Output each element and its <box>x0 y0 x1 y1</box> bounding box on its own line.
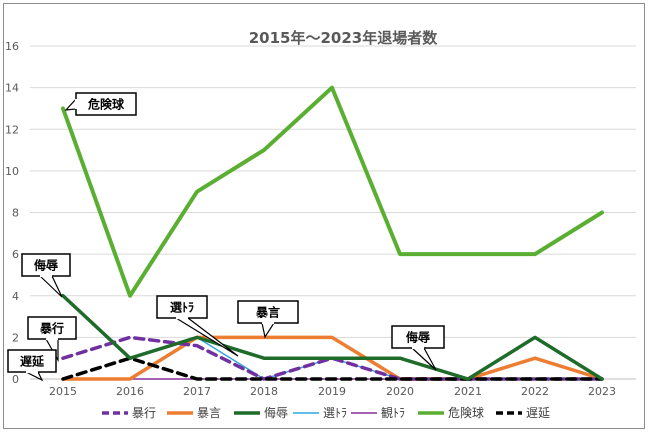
y-tick-label: 16 <box>5 40 19 53</box>
series-line-遅延 <box>61 356 604 381</box>
callout-pointer <box>64 97 77 111</box>
x-tick-label: 2019 <box>318 385 346 398</box>
callout-label: 侮辱 <box>406 330 430 345</box>
callout-label: 暴行 <box>39 321 64 336</box>
callout-label: 危険球 <box>87 97 125 112</box>
legend-label-観ﾄﾗ: 観ﾄﾗ <box>381 406 405 420</box>
legend-label-侮辱: 侮辱 <box>264 406 288 420</box>
legend-label-選ﾄﾗ: 選ﾄﾗ <box>323 406 347 420</box>
legend-label-暴行: 暴行 <box>132 406 156 420</box>
x-tick-label: 2018 <box>250 385 278 398</box>
x-tick-label: 2015 <box>49 385 77 398</box>
callout-label: 遅延 <box>20 354 45 369</box>
x-tick-label: 2020 <box>386 385 414 398</box>
y-tick-label: 12 <box>5 123 19 136</box>
x-tick-label: 2017 <box>183 385 211 398</box>
series-line-侮辱 <box>61 294 604 381</box>
y-tick-label: 14 <box>5 82 19 95</box>
x-tick-label: 2016 <box>116 385 144 398</box>
y-tick-label: 0 <box>12 373 19 386</box>
x-tick-label: 2023 <box>588 385 616 398</box>
y-tick-label: 2 <box>12 331 19 344</box>
legend-label-危険球: 危険球 <box>448 406 484 420</box>
x-tick-label: 2021 <box>454 385 482 398</box>
legend-label-暴言: 暴言 <box>197 406 221 420</box>
chart-title: 2015年～2023年退場者数 <box>249 29 438 47</box>
callout-pointer <box>38 275 63 298</box>
callout-label: 暴言 <box>255 305 280 320</box>
legend-label-遅延: 遅延 <box>526 406 550 420</box>
y-tick-label: 10 <box>5 165 19 178</box>
y-tick-label: 4 <box>12 290 19 303</box>
callout-label: 侮辱 <box>34 258 58 273</box>
x-tick-label: 2022 <box>521 385 549 398</box>
callout-pointer <box>261 322 276 339</box>
y-tick-label: 6 <box>12 248 19 261</box>
series-line-危険球 <box>61 85 604 298</box>
callout-label: 選ﾄﾗ <box>170 301 194 315</box>
y-tick-label: 8 <box>12 207 19 220</box>
